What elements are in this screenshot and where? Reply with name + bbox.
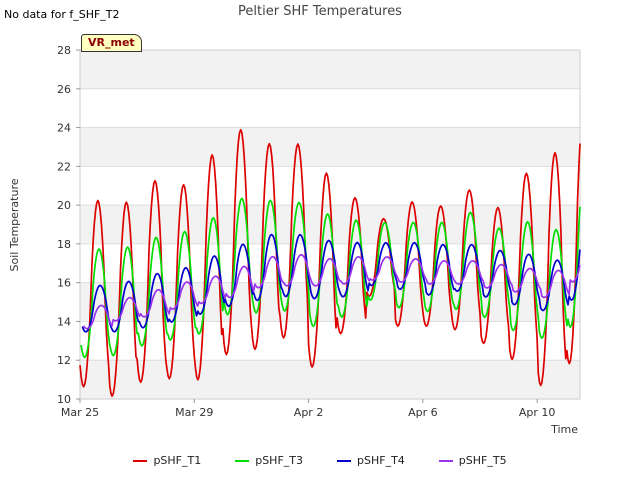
y-tick-label: 22: [57, 160, 71, 173]
x-tick-label: Mar 25: [61, 406, 99, 419]
series-line-pSHF_T3: [80, 197, 581, 359]
chart-legend: pSHF_T1 pSHF_T3 pSHF_T4 pSHF_T5: [0, 454, 640, 467]
x-axis-ticks: Mar 25 Mar 29 Apr 2 Apr 6 Apr 10: [61, 399, 556, 419]
series-lines: [79, 128, 581, 397]
x-tick-label: Apr 6: [408, 406, 438, 419]
legend-item: pSHF_T4: [337, 454, 405, 467]
plot-band: [80, 243, 580, 283]
plot-band: [80, 360, 580, 399]
series-line-pSHF_T4: [81, 233, 581, 333]
plot-band: [80, 127, 580, 167]
y-tick-label: 14: [57, 315, 71, 328]
y-tick-label: 16: [57, 277, 71, 290]
legend-swatch: [337, 459, 351, 462]
series-line-pSHF_T5: [82, 253, 581, 330]
site-badge: VR_met: [81, 34, 142, 52]
legend-item: pSHF_T3: [235, 454, 303, 467]
x-axis-label: Time: [550, 423, 578, 436]
y-tick-label: 12: [57, 354, 71, 367]
legend-label: pSHF_T4: [357, 454, 405, 467]
legend-label: pSHF_T5: [458, 454, 507, 467]
x-tick-label: Apr 10: [519, 406, 556, 419]
y-tick-label: 18: [57, 238, 71, 251]
x-tick-label: Apr 2: [294, 406, 324, 419]
chart-title: Peltier SHF Temperatures: [238, 4, 402, 19]
plot-band: [80, 88, 580, 128]
plot-band: [80, 321, 580, 361]
legend-item: pSHF_T5: [438, 454, 507, 467]
plot-frame: [79, 49, 581, 400]
y-tick-label: 10: [57, 393, 71, 406]
legend-swatch: [235, 459, 250, 462]
y-tick-label: 26: [57, 83, 71, 96]
x-tick-label: Mar 29: [175, 406, 213, 419]
legend-item: pSHF_T1: [133, 454, 201, 467]
no-data-note: No data for f_SHF_T2: [4, 8, 120, 21]
y-tick-label: 28: [57, 44, 71, 57]
y-tick-label: 20: [57, 199, 71, 212]
y-tick-label: 24: [57, 122, 71, 135]
series-line-pSHF_T1: [79, 128, 581, 397]
plot-band: [80, 50, 580, 89]
y-axis-label: Soil Temperature: [8, 178, 21, 271]
y-axis-ticks: 10 12 14 16 18 20 22 24 26 28: [57, 44, 80, 406]
legend-label: pSHF_T1: [153, 454, 202, 467]
legend-swatch: [133, 459, 148, 462]
legend-swatch: [438, 459, 453, 462]
legend-label: pSHF_T3: [255, 454, 303, 467]
